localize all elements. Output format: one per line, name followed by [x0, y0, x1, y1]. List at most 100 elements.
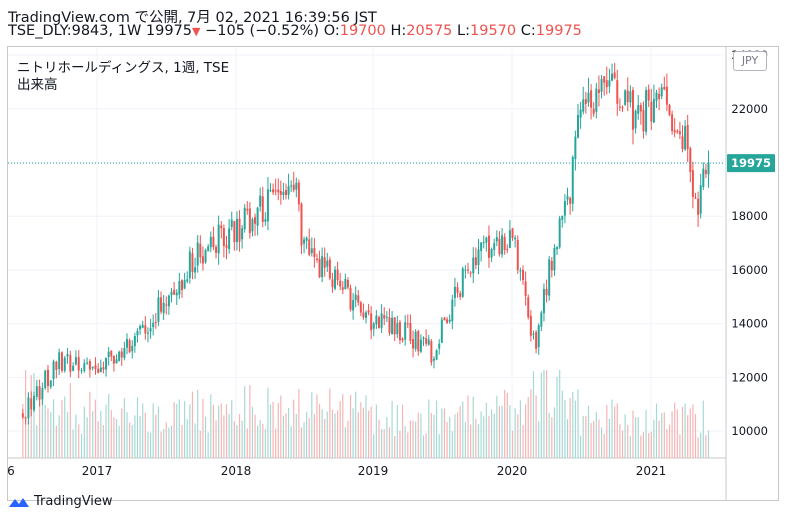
candle-body: [88, 361, 91, 370]
last-price-badge-bg: [727, 154, 775, 173]
volume-bar: [501, 405, 503, 458]
volume-bar: [298, 389, 300, 458]
volume-bar: [600, 427, 603, 458]
volume-bar: [684, 403, 686, 458]
candle-body: [133, 336, 136, 347]
candle-body: [600, 79, 603, 92]
candle-body: [188, 251, 191, 279]
volume-bar: [50, 412, 52, 458]
candle-body: [522, 269, 525, 280]
candle-body: [341, 287, 344, 290]
candle-body: [511, 228, 514, 238]
candle-body: [246, 208, 249, 211]
candle-body: [38, 386, 41, 400]
volume-bar: [165, 422, 167, 458]
candle-body: [603, 76, 606, 83]
candle-body: [702, 168, 705, 187]
volume-bar: [355, 391, 357, 458]
candle-body: [477, 249, 480, 266]
volume-bar: [545, 370, 548, 458]
volume-bar: [553, 407, 556, 458]
candle-body: [540, 312, 543, 327]
volume-bar: [324, 418, 326, 458]
candle-body: [414, 331, 417, 349]
candle-body: [605, 80, 608, 88]
volume-bar: [694, 413, 697, 458]
candle-body: [616, 80, 619, 104]
candle-body: [689, 148, 692, 172]
candle-body: [645, 90, 648, 132]
volume-bar: [360, 402, 362, 458]
volume-bar: [285, 413, 287, 458]
volume-bar: [303, 422, 305, 458]
candle-body: [321, 256, 324, 278]
candle-body: [658, 93, 661, 99]
candle-body: [74, 357, 77, 365]
volume-bar: [246, 428, 248, 458]
volume-bar: [435, 400, 438, 458]
candle-body: [467, 269, 470, 271]
volume-bar: [535, 395, 537, 458]
volume-bar: [629, 436, 631, 458]
y-tick-label: 16000: [731, 263, 768, 277]
volume-bar: [582, 415, 584, 458]
candle-body: [660, 87, 663, 97]
volume-bar: [556, 376, 558, 458]
volume-bar: [272, 401, 274, 458]
volume-bar: [287, 407, 290, 458]
candle-body: [435, 350, 438, 360]
volume-bar: [134, 415, 136, 458]
currency-badge[interactable]: JPY: [733, 51, 767, 71]
volume-bar: [388, 427, 391, 458]
candle-body: [318, 258, 321, 278]
volume-bar: [634, 417, 637, 458]
volume-bar: [233, 421, 235, 458]
candle-body: [215, 246, 218, 253]
volume-bar: [401, 404, 404, 458]
volume-bar: [362, 407, 365, 458]
volume-bar: [275, 428, 277, 458]
candle-body: [357, 295, 360, 303]
candle-body: [642, 109, 645, 132]
candle-body: [590, 90, 593, 108]
volume-bar: [44, 404, 46, 458]
candle-body: [105, 357, 108, 370]
volume-bar: [454, 414, 456, 458]
candle-body: [308, 239, 311, 255]
candle-body: [359, 302, 362, 313]
volume-bar: [653, 419, 655, 458]
candle-body: [637, 105, 640, 114]
candle-body: [684, 126, 687, 150]
volume-bar: [349, 395, 352, 458]
volume-bar: [136, 397, 139, 458]
volume-bar: [415, 421, 417, 458]
volume-bar: [41, 388, 43, 458]
volume-bar: [543, 370, 545, 458]
volume-bar: [89, 391, 91, 458]
volume-bar: [517, 414, 519, 458]
candle-body: [501, 235, 504, 255]
volume-bar: [493, 413, 495, 458]
volume-bar: [394, 435, 396, 458]
price-change: −105 (−0.52%): [205, 23, 320, 39]
candle-body: [94, 365, 97, 369]
candle-body: [532, 333, 535, 335]
y-tick-label: 12000: [731, 370, 768, 384]
candle-body: [300, 203, 303, 246]
candle-body: [238, 218, 241, 242]
volume-bar: [663, 412, 665, 458]
footer-brand[interactable]: TradingView: [8, 494, 113, 509]
volume-bar: [671, 411, 673, 458]
volume-bar: [181, 424, 183, 458]
volume-bar: [621, 430, 624, 458]
volume-bar: [197, 389, 199, 458]
volume-bar: [417, 412, 419, 458]
candle-body: [24, 417, 27, 419]
volume-bar: [433, 415, 435, 458]
volume-bar: [456, 412, 459, 458]
candle-body: [490, 248, 493, 258]
candle-body: [217, 224, 220, 254]
volume-bar: [603, 433, 605, 458]
candle-body: [668, 104, 671, 116]
